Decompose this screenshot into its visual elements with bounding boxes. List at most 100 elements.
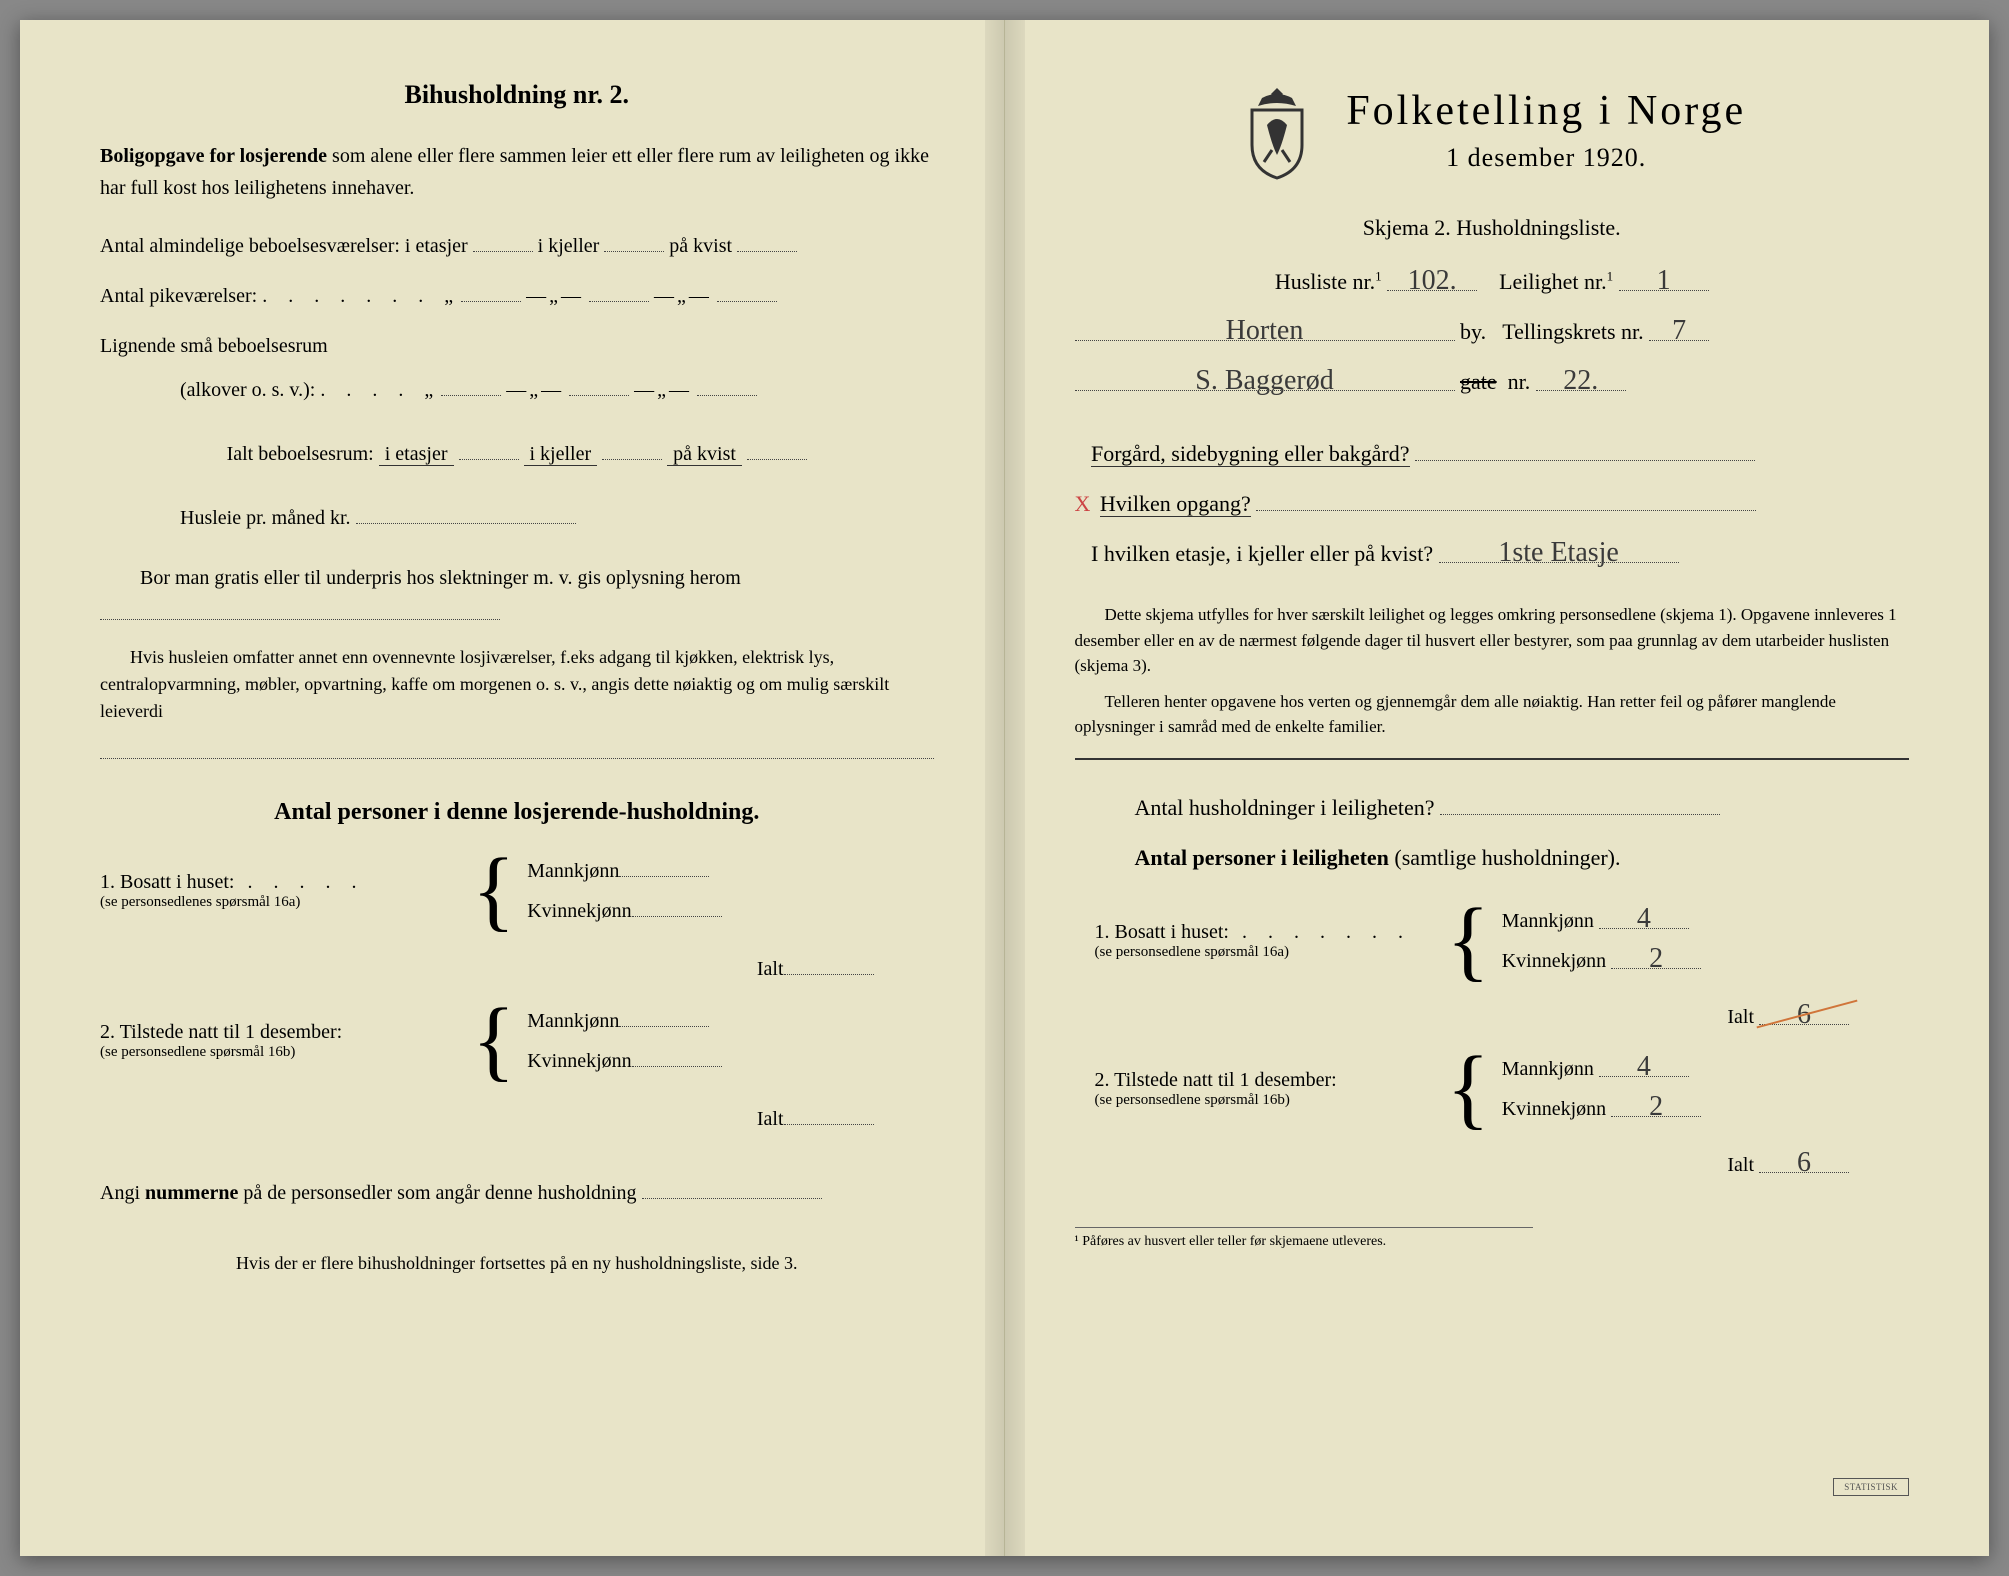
tilstede-label: 2. Tilstede natt til 1 desember: — [100, 1021, 342, 1043]
tilstede-group-right: 2. Tilstede natt til 1 desember: (se per… — [1095, 1049, 1910, 1129]
ditto-5: —„— — [506, 379, 564, 401]
personer-label: Antal personer i leiligheten — [1135, 845, 1389, 870]
kjeller-label: i kjeller — [538, 235, 600, 257]
ialt-label-l2: Ialt — [757, 1108, 784, 1130]
etasje-label: I hvilken etasje, i kjeller eller på kvi… — [1091, 541, 1433, 566]
nr-val: 22. — [1536, 367, 1626, 391]
title-text-block: Folketelling i Norge 1 desember 1920. — [1346, 87, 1746, 173]
opgang-fill — [1256, 487, 1756, 511]
mann-fill-l2 — [619, 1003, 709, 1027]
mann-val-r1: 4 — [1599, 905, 1689, 929]
lignende-line: Lignende små beboelsesrum — [100, 324, 934, 368]
ialt-rooms-line: Ialt beboelsesrum: i etasjer i kjeller p… — [100, 432, 934, 476]
title-block: Folketelling i Norge 1 desember 1920. — [1075, 80, 1910, 180]
ialt-label-r1: Ialt — [1727, 1006, 1754, 1028]
rooms-line: Antal almindelige beboelsesværelser: i e… — [100, 224, 934, 268]
husleie-note: Hvis husleien omfatter annet enn ovennev… — [100, 644, 934, 725]
gratis-text: Bor man gratis eller til underpris hos s… — [140, 567, 741, 589]
ialt-fill-l2 — [784, 1101, 874, 1125]
kvinne-val-r2: 2 — [1611, 1093, 1701, 1117]
alkover-line: (alkover o. s. v.): . . . . „ —„— —„— — [180, 368, 934, 412]
bosatt-values-left: Mannkjønn Kvinnekjønn — [527, 851, 721, 931]
gate-line: S. Baggerød gate nr. 22. — [1075, 359, 1910, 405]
brace-icon-3: { — [1447, 905, 1490, 977]
pike-fill-1 — [461, 278, 521, 302]
ialt-val-r2: 6 — [1759, 1149, 1849, 1173]
ialt-r2: Ialt 6 — [1075, 1149, 1850, 1177]
husliste-val: 102. — [1387, 267, 1477, 291]
rooms-etasjer-fill — [473, 228, 533, 252]
alk-fill-3 — [697, 372, 757, 396]
nr-label: nr. — [1508, 369, 1531, 394]
husleie-line: Husleie pr. måned kr. — [180, 496, 934, 540]
tilstede-sub: (se personsedlene spørsmål 16b) — [100, 1044, 440, 1061]
rooms-kvist-fill — [737, 228, 797, 252]
tilstede-r-block: 2. Tilstede natt til 1 desember: (se per… — [1095, 1069, 1435, 1109]
kvinne-label-l1: Kvinnekjønn — [527, 900, 631, 922]
bosatt-group-left: 1. Bosatt i huset: . . . . . (se persons… — [100, 851, 934, 931]
by-line: Horten by. Tellingskrets nr. 7 — [1075, 309, 1910, 355]
by-val: Horten — [1075, 317, 1455, 341]
pike-fill-2 — [589, 278, 649, 302]
tilstede-r-values: Mannkjønn 4 Kvinnekjønn 2 — [1502, 1049, 1701, 1129]
instructions-2: Telleren henter opgavene hos verten og g… — [1075, 689, 1910, 740]
tellingskrets-label: Tellingskrets nr. — [1502, 319, 1643, 344]
gratis-fill — [100, 596, 500, 620]
tellingskrets-val: 7 — [1649, 317, 1709, 341]
ialt-l1: Ialt — [100, 951, 874, 981]
pike-dots: . . . . . . . — [262, 285, 444, 307]
ialt-label-r2: Ialt — [1727, 1154, 1754, 1176]
angi-text: Angi nummerne på de personsedler som ang… — [100, 1182, 637, 1204]
by-label: by. — [1460, 319, 1486, 344]
hush-label: Antal husholdninger i leiligheten? — [1135, 795, 1435, 820]
leilighet-label: Leilighet nr. — [1499, 269, 1607, 294]
ialt-l2: Ialt — [100, 1101, 874, 1131]
crest-svg — [1237, 80, 1317, 180]
pike-label: Antal pikeværelser: — [100, 285, 257, 307]
schema-line: Skjema 2. Husholdningsliste. — [1075, 215, 1910, 241]
angi-line: Angi nummerne på de personsedler som ang… — [100, 1171, 934, 1215]
husleie-fill — [356, 500, 576, 524]
mann-fill-l1 — [619, 853, 709, 877]
forgard-line: Forgård, sidebygning eller bakgård? — [1075, 431, 1910, 477]
tilstede-label-block: 2. Tilstede natt til 1 desember: (se per… — [100, 1021, 460, 1061]
hush-fill — [1440, 791, 1720, 815]
alkover-dots: . . . . — [320, 379, 424, 401]
title-date: 1 desember 1920. — [1346, 143, 1746, 173]
hush-line: Antal husholdninger i leiligheten? — [1135, 785, 1910, 831]
husleie-label: Husleie pr. måned kr. — [180, 507, 351, 529]
red-x-mark: X — [1075, 491, 1091, 516]
ialt-kvist: på kvist — [667, 443, 742, 466]
kvinne-label-r1: Kvinnekjønn — [1502, 950, 1606, 972]
kvinne-label-l2: Kvinnekjønn — [527, 1050, 631, 1072]
etasje-line: I hvilken etasje, i kjeller eller på kvi… — [1075, 531, 1910, 577]
alk-fill-1 — [441, 372, 501, 396]
leilighet-val: 1 — [1619, 267, 1709, 291]
ditto-4: „ — [424, 379, 436, 401]
husliste-label: Husliste nr. — [1275, 269, 1375, 294]
gratis-line: Bor man gratis eller til underpris hos s… — [100, 560, 934, 632]
kvinne-fill-l1 — [632, 893, 722, 917]
ditto-2: —„— — [526, 285, 584, 307]
bosatt-label-block: 1. Bosatt i huset: . . . . . (se persons… — [100, 871, 460, 911]
pike-fill-3 — [717, 278, 777, 302]
rooms-kjeller-fill — [604, 228, 664, 252]
ialt-fill-l1 — [784, 951, 874, 975]
bosatt-r-block: 1. Bosatt i huset: . . . . . . . (se per… — [1095, 921, 1435, 961]
etasje-val: 1ste Etasje — [1439, 539, 1679, 563]
kvinne-val-r1: 2 — [1611, 945, 1701, 969]
kvinne-fill-l2 — [632, 1043, 722, 1067]
mann-label-l2: Mannkjønn — [527, 1010, 619, 1032]
tilstede-values-left: Mannkjønn Kvinnekjønn — [527, 1001, 721, 1081]
bosatt-r-label: 1. Bosatt i huset: — [1095, 921, 1229, 943]
lignende-label: Lignende små beboelsesrum — [100, 335, 328, 357]
mann-val-r2: 4 — [1599, 1053, 1689, 1077]
forgard-fill — [1415, 437, 1755, 461]
mann-label-r1: Mannkjønn — [1502, 910, 1594, 932]
rooms-label: Antal almindelige beboelsesværelser: i e… — [100, 235, 468, 257]
alkover-label: (alkover o. s. v.): — [180, 379, 315, 401]
note-fill — [100, 735, 934, 759]
bosatt-r-sub: (se personsedlene spørsmål 16a) — [1095, 944, 1415, 961]
left-lead: Boligopgave for losjerende som alene ell… — [100, 140, 934, 204]
tilstede-r-label: 2. Tilstede natt til 1 desember: — [1095, 1069, 1337, 1091]
